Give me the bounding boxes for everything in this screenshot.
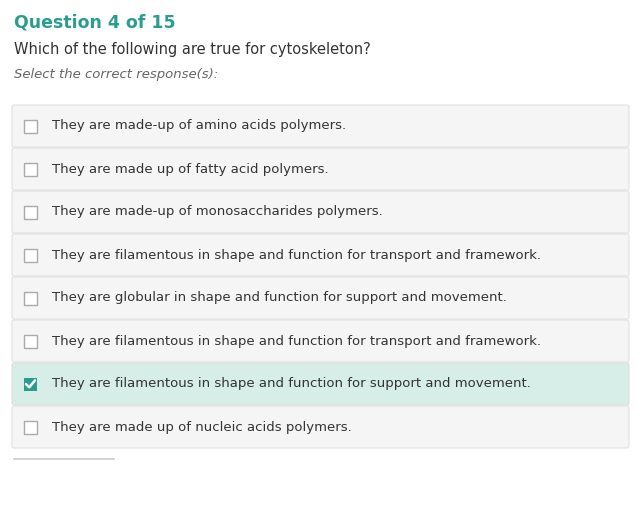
FancyBboxPatch shape	[12, 277, 629, 319]
FancyBboxPatch shape	[12, 148, 629, 190]
Text: Select the correct response(s):: Select the correct response(s):	[14, 68, 218, 81]
Text: They are made up of nucleic acids polymers.: They are made up of nucleic acids polyme…	[52, 420, 352, 433]
Text: Which of the following are true for cytoskeleton?: Which of the following are true for cyto…	[14, 42, 370, 57]
Bar	[24, 163, 37, 176]
Text: They are filamentous in shape and function for transport and framework.: They are filamentous in shape and functi…	[52, 335, 541, 348]
FancyBboxPatch shape	[12, 406, 629, 448]
FancyBboxPatch shape	[12, 234, 629, 276]
Bar	[24, 206, 37, 218]
Text: They are made-up of monosaccharides polymers.: They are made-up of monosaccharides poly…	[52, 206, 383, 218]
FancyBboxPatch shape	[12, 363, 629, 405]
Text: They are globular in shape and function for support and movement.: They are globular in shape and function …	[52, 291, 507, 305]
Text: They are filamentous in shape and function for transport and framework.: They are filamentous in shape and functi…	[52, 248, 541, 261]
Bar	[24, 335, 37, 348]
Bar	[24, 119, 37, 133]
Text: They are made up of fatty acid polymers.: They are made up of fatty acid polymers.	[52, 163, 329, 176]
FancyBboxPatch shape	[12, 105, 629, 147]
FancyBboxPatch shape	[12, 320, 629, 362]
FancyBboxPatch shape	[12, 191, 629, 233]
Bar	[24, 291, 37, 305]
Text: Question 4 of 15: Question 4 of 15	[14, 14, 176, 32]
Bar	[24, 378, 37, 390]
Text: They are filamentous in shape and function for support and movement.: They are filamentous in shape and functi…	[52, 378, 531, 390]
Bar	[24, 248, 37, 261]
Text: They are made-up of amino acids polymers.: They are made-up of amino acids polymers…	[52, 119, 346, 133]
Bar	[24, 420, 37, 433]
